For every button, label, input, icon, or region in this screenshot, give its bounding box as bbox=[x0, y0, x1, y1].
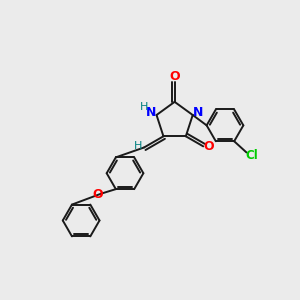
Text: Cl: Cl bbox=[245, 149, 258, 162]
Text: O: O bbox=[92, 188, 103, 201]
Text: O: O bbox=[203, 140, 214, 153]
Text: H: H bbox=[140, 101, 148, 112]
Text: N: N bbox=[193, 106, 203, 119]
Text: O: O bbox=[169, 70, 180, 83]
Text: H: H bbox=[134, 141, 142, 151]
Text: N: N bbox=[146, 106, 156, 119]
